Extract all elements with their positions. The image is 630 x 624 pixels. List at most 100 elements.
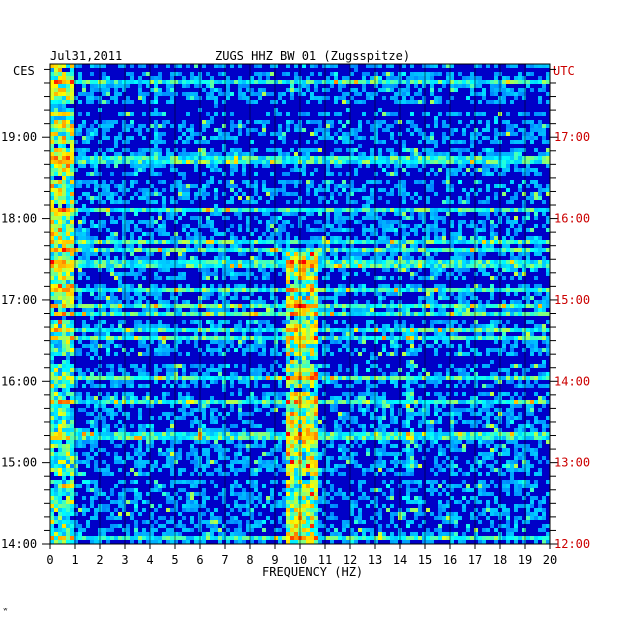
spectrogram-cell [90, 136, 94, 140]
spectrogram-cell [306, 188, 310, 192]
spectrogram-cell [474, 244, 478, 248]
spectrogram-cell [110, 96, 114, 100]
spectrogram-cell [110, 208, 114, 212]
spectrogram-cell [118, 284, 122, 288]
spectrogram-cell [138, 132, 142, 136]
spectrogram-cell [518, 252, 522, 256]
spectrogram-cell [518, 128, 522, 132]
spectrogram-cell [406, 164, 410, 168]
spectrogram-cell [434, 300, 438, 304]
spectrogram-cell [382, 80, 386, 84]
spectrogram-cell [462, 296, 466, 300]
spectrogram-cell [394, 92, 398, 96]
spectrogram-cell [514, 164, 518, 168]
spectrogram-cell [370, 328, 374, 332]
spectrogram-cell [134, 292, 138, 296]
spectrogram-cell [462, 148, 466, 152]
spectrogram-cell [130, 76, 134, 80]
spectrogram-cell [518, 80, 522, 84]
spectrogram-cell [446, 176, 450, 180]
spectrogram-cell [318, 80, 322, 84]
spectrogram-cell [346, 80, 350, 84]
spectrogram-cell [238, 284, 242, 288]
spectrogram-cell [450, 312, 454, 316]
spectrogram-cell [330, 248, 334, 252]
spectrogram-cell [118, 132, 122, 136]
spectrogram-cell [58, 136, 62, 140]
spectrogram-cell [194, 256, 198, 260]
spectrogram-cell [58, 228, 62, 232]
spectrogram-cell [454, 260, 458, 264]
spectrogram-cell [118, 328, 122, 332]
spectrogram-cell [478, 228, 482, 232]
spectrogram-cell [318, 340, 322, 344]
spectrogram-cell [242, 248, 246, 252]
spectrogram-cell [286, 212, 290, 216]
spectrogram-cell [474, 192, 478, 196]
spectrogram-cell [102, 320, 106, 324]
spectrogram-cell [490, 224, 494, 228]
spectrogram-cell [478, 84, 482, 88]
spectrogram-cell [534, 308, 538, 312]
spectrogram-cell [378, 292, 382, 296]
spectrogram-cell [214, 260, 218, 264]
spectrogram-cell [238, 228, 242, 232]
spectrogram-cell [522, 272, 526, 276]
spectrogram-cell [174, 200, 178, 204]
spectrogram-cell [502, 160, 506, 164]
spectrogram-cell [58, 340, 62, 344]
spectrogram-cell [106, 128, 110, 132]
spectrogram-cell [126, 128, 130, 132]
spectrogram-cell [74, 212, 78, 216]
spectrogram-cell [326, 80, 330, 84]
spectrogram-cell [278, 92, 282, 96]
spectrogram-cell [346, 196, 350, 200]
spectrogram-cell [266, 312, 270, 316]
spectrogram-cell [202, 268, 206, 272]
spectrogram-cell [182, 172, 186, 176]
spectrogram-cell [542, 84, 546, 88]
spectrogram-cell [506, 132, 510, 136]
spectrogram-cell [74, 284, 78, 288]
spectrogram-cell [166, 304, 170, 308]
spectrogram-cell [54, 216, 58, 220]
spectrogram-cell [246, 228, 250, 232]
spectrogram-cell [518, 148, 522, 152]
spectrogram-cell [82, 248, 86, 252]
spectrogram-cell [66, 172, 70, 176]
spectrogram-cell [70, 340, 74, 344]
spectrogram-cell [434, 236, 438, 240]
spectrogram-cell [122, 236, 126, 240]
spectrogram-cell [378, 220, 382, 224]
spectrogram-cell [502, 328, 506, 332]
spectrogram-cell [106, 256, 110, 260]
spectrogram-cell [470, 172, 474, 176]
spectrogram-cell [430, 324, 434, 328]
left-timezone-label: CES [13, 64, 35, 78]
spectrogram-cell [178, 264, 182, 268]
spectrogram-cell [530, 344, 534, 348]
spectrogram-cell [430, 304, 434, 308]
spectrogram-cell [94, 184, 98, 188]
spectrogram-cell [318, 220, 322, 224]
spectrogram-cell [330, 172, 334, 176]
spectrogram-cell [194, 140, 198, 144]
spectrogram-cell [226, 260, 230, 264]
spectrogram-cell [294, 324, 298, 328]
spectrogram-cell [310, 272, 314, 276]
spectrogram-cell [58, 276, 62, 280]
spectrogram-cell [342, 100, 346, 104]
spectrogram-cell [122, 296, 126, 300]
spectrogram-cell [522, 248, 526, 252]
spectrogram-cell [126, 272, 130, 276]
spectrogram-cell [418, 152, 422, 156]
spectrogram-cell [54, 304, 58, 308]
spectrogram-cell [230, 344, 234, 348]
spectrogram-cell [338, 284, 342, 288]
spectrogram-cell [410, 228, 414, 232]
spectrogram-cell [314, 256, 318, 260]
spectrogram-cell [470, 120, 474, 124]
spectrogram-cell [78, 340, 82, 344]
spectrogram-cell [410, 76, 414, 80]
spectrogram-cell [310, 312, 314, 316]
